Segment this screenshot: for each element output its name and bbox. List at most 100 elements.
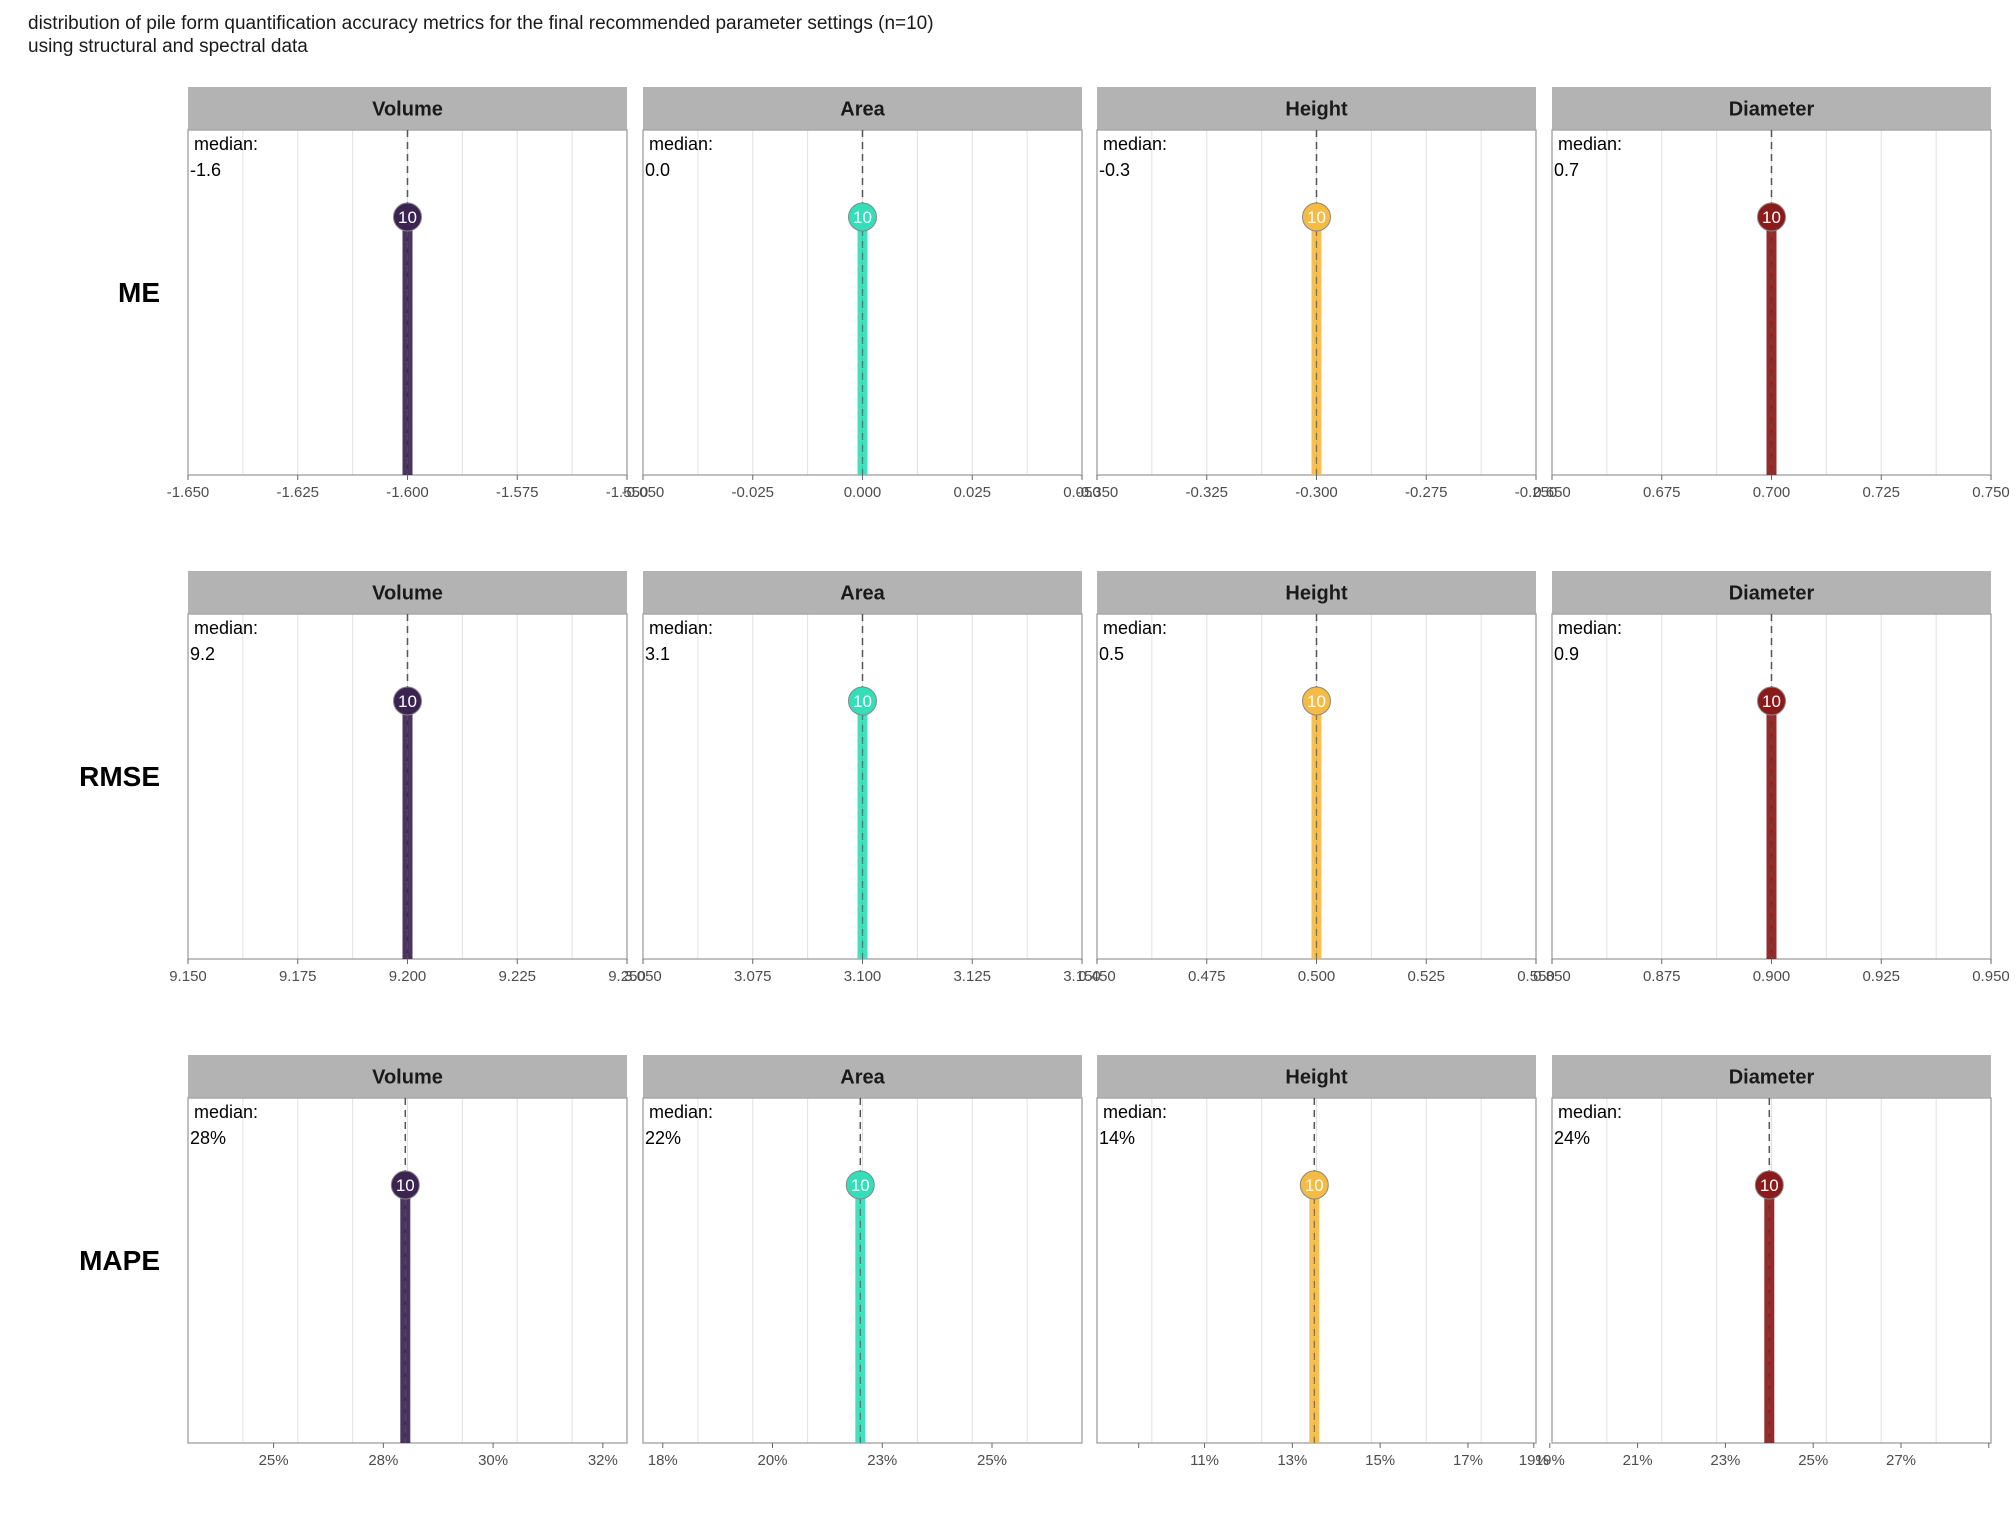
lollipop-stem (857, 701, 868, 959)
point-count-label: 10 (398, 692, 417, 711)
facet-strip (1552, 87, 1991, 130)
x-tick-label: 32% (588, 1452, 618, 1469)
x-tick-label: 3.100 (844, 968, 882, 985)
facet-strip-label: Height (1285, 583, 1348, 605)
lollipop-stem (1309, 1185, 1320, 1443)
median-value: 28% (190, 1128, 226, 1148)
facet-strip-label: Diameter (1729, 99, 1815, 121)
median-label: median: (194, 134, 258, 154)
facet-strip-label: Diameter (1729, 583, 1815, 605)
point-count-label: 10 (1307, 692, 1326, 711)
x-tick-label: 11% (1190, 1452, 1219, 1469)
x-tick-label: 0.550 (1517, 968, 1555, 985)
median-value: -0.3 (1099, 160, 1130, 180)
x-tick-label: 0.850 (1533, 968, 1571, 985)
lollipop-point (1299, 1170, 1329, 1200)
x-tick-label: 25% (1798, 1452, 1828, 1469)
lollipop-point (1754, 1170, 1784, 1200)
x-tick-label: 0.050 (1063, 484, 1101, 501)
median-label: median: (194, 1102, 258, 1122)
facet-strip-label: Diameter (1729, 1067, 1815, 1089)
x-tick-label: 13% (1277, 1452, 1307, 1469)
x-tick-label: 28% (368, 1452, 398, 1469)
lollipop-point (1757, 202, 1786, 232)
median-value: 9.2 (190, 644, 215, 664)
x-tick-label: 19% (1535, 1452, 1565, 1469)
x-tick-label: -0.050 (622, 484, 665, 501)
x-tick-label: 3.150 (1063, 968, 1101, 985)
median-label: median: (649, 618, 713, 638)
x-tick-label: 19% (1519, 1452, 1549, 1469)
chart-title-line1: distribution of pile form quantification… (28, 13, 934, 34)
facet-strip (1097, 1055, 1536, 1098)
lollipop-stem (402, 217, 413, 475)
x-tick-label: 0.875 (1643, 968, 1681, 985)
point-count-label: 10 (396, 1176, 415, 1195)
facet-strip (643, 1055, 1082, 1098)
lollipop-stem (1311, 217, 1322, 475)
x-tick-label: 9.175 (279, 968, 317, 985)
x-tick-label: 20% (757, 1452, 787, 1469)
panel-mape-height: Height 11% 13% 15% 17% 19% 10 median: 14% (1096, 1055, 1549, 1469)
panel-rmse-diameter: Diameter 0.850 0.875 0.900 0.925 0.950 10 media… (1533, 571, 2010, 985)
row-label-mape: MAPE (79, 1245, 160, 1276)
facet-strip-label: Volume (372, 1067, 443, 1089)
panel-me-area: Area -0.050 -0.025 0.000 0.025 0.050 10 median:… (622, 87, 1101, 501)
lollipop-stem (855, 1185, 866, 1443)
lollipop-point (390, 1170, 420, 1200)
median-label: median: (1558, 618, 1622, 638)
point-count-label: 10 (1307, 208, 1326, 227)
facet-strip (188, 1055, 627, 1098)
facet-strip-label: Volume (372, 99, 443, 121)
median-value: 0.7 (1554, 160, 1579, 180)
median-value: -1.6 (190, 160, 221, 180)
point-count-label: 10 (1760, 1176, 1779, 1195)
facet-strip-label: Volume (372, 583, 443, 605)
chart-title-line2: using structural and spectral data (28, 36, 308, 57)
facet-strip (643, 87, 1082, 130)
lollipop-stem (1764, 1185, 1775, 1443)
x-tick-label: -1.600 (386, 484, 429, 501)
x-tick-label: 23% (867, 1452, 897, 1469)
median-label: median: (1103, 618, 1167, 638)
facet-strip (1552, 571, 1991, 614)
facet-strip-label: Height (1285, 1067, 1348, 1089)
median-value: 0.0 (645, 160, 670, 180)
point-count-label: 10 (1762, 208, 1781, 227)
row-label-rmse: RMSE (79, 761, 160, 792)
lollipop-point (848, 686, 877, 716)
median-label: median: (1103, 1102, 1167, 1122)
panel-rmse-height: Height 0.450 0.475 0.500 0.525 0.550 10 median:… (1078, 571, 1555, 985)
facet-strip (1552, 1055, 1991, 1098)
x-tick-label: -0.025 (731, 484, 774, 501)
median-label: median: (649, 134, 713, 154)
x-tick-label: 30% (478, 1452, 508, 1469)
x-tick-label: 23% (1710, 1452, 1740, 1469)
facet-strip-label: Area (840, 1067, 885, 1089)
lollipop-stem (857, 217, 868, 475)
x-tick-label: -0.275 (1405, 484, 1448, 501)
x-tick-label: -0.350 (1076, 484, 1119, 501)
x-tick-label: 9.150 (169, 968, 207, 985)
x-tick-label: 25% (259, 1452, 289, 1469)
facet-strip (188, 87, 627, 130)
x-tick-label: 0.450 (1078, 968, 1116, 985)
x-tick-label: 0.900 (1753, 968, 1791, 985)
x-tick-label: 15% (1365, 1452, 1395, 1469)
panel-mape-diameter: Diameter 19% 21% 23% 25% 27% 10 median: 24% (1535, 1055, 1992, 1469)
lollipop-stem (1766, 701, 1777, 959)
facet-strip (188, 571, 627, 614)
median-value: 22% (645, 1128, 681, 1148)
x-tick-label: 3.125 (953, 968, 991, 985)
x-tick-label: -1.550 (606, 484, 649, 501)
x-tick-label: 9.200 (389, 968, 427, 985)
median-value: 24% (1554, 1128, 1590, 1148)
x-tick-label: 18% (648, 1452, 678, 1469)
lollipop-point (845, 1170, 875, 1200)
lollipop-point (1302, 202, 1331, 232)
panel-me-volume: Volume -1.650 -1.625 -1.600 -1.575 -1.550 10 me… (167, 87, 649, 501)
point-count-label: 10 (853, 692, 872, 711)
x-tick-label: -0.325 (1185, 484, 1228, 501)
median-value: 3.1 (645, 644, 670, 664)
